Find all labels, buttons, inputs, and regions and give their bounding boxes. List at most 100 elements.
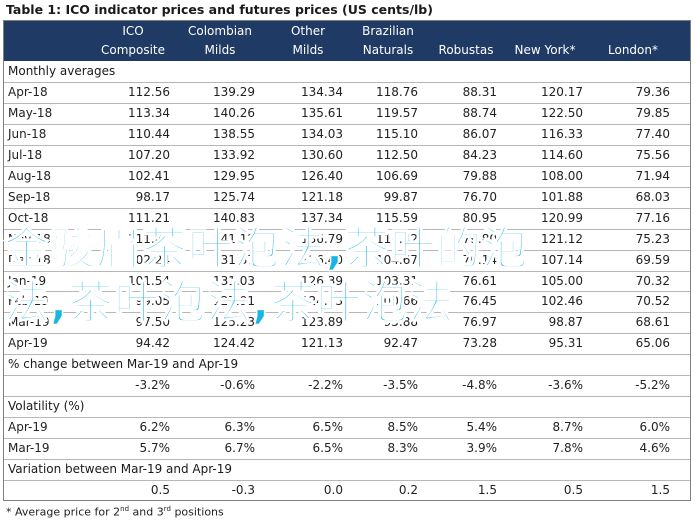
row-line bbox=[4, 144, 690, 146]
cell-value: 110.44 bbox=[128, 126, 170, 141]
cell-value: 102.41 bbox=[128, 168, 170, 183]
row-line bbox=[4, 102, 690, 104]
row-line bbox=[4, 228, 690, 230]
cell-value: -2.2% bbox=[308, 378, 343, 393]
cell-value: 123.89 bbox=[301, 315, 343, 330]
cell-value: 65.06 bbox=[635, 336, 670, 351]
cell-value: 102.46 bbox=[541, 294, 583, 309]
row-line bbox=[4, 123, 690, 125]
column-header: Colombian bbox=[188, 24, 252, 38]
cell-value: 135.61 bbox=[301, 105, 343, 120]
cell-value: 111.21 bbox=[128, 210, 170, 225]
cell-value: 118.76 bbox=[376, 84, 418, 99]
cell-value: 73.28 bbox=[462, 336, 497, 351]
cell-value: 99.05 bbox=[135, 294, 170, 309]
cell-value: 113.34 bbox=[128, 105, 170, 120]
cell-value: 88.74 bbox=[462, 105, 497, 120]
row-line bbox=[4, 459, 690, 461]
cell-value: 6.2% bbox=[139, 420, 171, 435]
cell-value: 126.40 bbox=[301, 252, 343, 267]
row-line bbox=[4, 207, 690, 209]
cell-value: 4.6% bbox=[639, 441, 671, 456]
column-header: Milds bbox=[204, 43, 236, 57]
cell-value: 6.0% bbox=[639, 420, 671, 435]
cell-value: 107.14 bbox=[541, 252, 583, 267]
section-title: Monthly averages bbox=[8, 64, 116, 78]
cell-value: 114.60 bbox=[541, 147, 583, 162]
cell-value: 8.7% bbox=[552, 420, 584, 435]
cell-value: 140.83 bbox=[213, 210, 255, 225]
cell-value: 105.00 bbox=[541, 273, 583, 288]
cell-value: 121.18 bbox=[301, 189, 343, 204]
cell-value: 124.42 bbox=[213, 336, 255, 351]
cell-value: 131.37 bbox=[213, 252, 255, 267]
cell-value: 126.39 bbox=[301, 273, 343, 288]
cell-value: 120.99 bbox=[541, 210, 583, 225]
cell-value: 0.5 bbox=[563, 483, 583, 497]
row-label: Nov-18 bbox=[8, 231, 51, 246]
cell-value: 129.95 bbox=[213, 168, 255, 183]
row-line bbox=[4, 81, 690, 83]
table-frame bbox=[3, 20, 691, 501]
row-label: Jun-18 bbox=[8, 126, 47, 141]
cell-value: 133.92 bbox=[213, 147, 255, 162]
row-label: Dec-18 bbox=[8, 252, 51, 267]
cell-value: -0.6% bbox=[220, 378, 255, 393]
cell-value: 138.55 bbox=[213, 126, 255, 141]
cell-value: 101.88 bbox=[541, 189, 583, 204]
cell-value: 0.5 bbox=[150, 483, 170, 497]
footnote-sup: rd bbox=[163, 505, 171, 513]
cell-value: 106.69 bbox=[376, 168, 418, 183]
cell-value: 98.17 bbox=[135, 189, 170, 204]
cell-value: 0.0 bbox=[323, 483, 343, 497]
cell-value: 99.87 bbox=[383, 189, 418, 204]
column-header: Milds bbox=[292, 43, 324, 57]
cell-value: -4.8% bbox=[462, 378, 497, 393]
row-label: Feb-19 bbox=[8, 294, 49, 309]
cell-value: 136.79 bbox=[301, 231, 343, 246]
column-header: Composite bbox=[100, 43, 166, 57]
column-header: New York* bbox=[514, 43, 576, 57]
cell-value: 75.56 bbox=[635, 147, 670, 162]
row-label: Mar-19 bbox=[8, 315, 50, 330]
cell-value: 88.31 bbox=[462, 84, 497, 99]
cell-value: 92.47 bbox=[383, 336, 418, 351]
cell-value: 71.94 bbox=[635, 168, 670, 183]
cell-value: 97.50 bbox=[135, 315, 170, 330]
cell-value: 127.91 bbox=[213, 294, 255, 309]
cell-value: -5.2% bbox=[635, 378, 670, 393]
cell-value: -3.2% bbox=[135, 378, 170, 393]
column-header: Naturals bbox=[362, 43, 414, 57]
cell-value: 76.70 bbox=[462, 189, 497, 204]
row-label: Apr-19 bbox=[8, 336, 48, 351]
row-line bbox=[4, 333, 690, 335]
column-header: Other bbox=[290, 24, 326, 38]
cell-value: 79.36 bbox=[635, 84, 670, 99]
cell-value: 86.07 bbox=[462, 126, 497, 141]
row-label: Sep-18 bbox=[8, 189, 51, 204]
cell-value: 95.31 bbox=[548, 336, 583, 351]
cell-value: 76.14 bbox=[462, 252, 497, 267]
cell-value: -0.3 bbox=[231, 483, 255, 497]
row-label: May-18 bbox=[8, 105, 53, 120]
cell-value: 6.5% bbox=[312, 441, 344, 456]
section-title: Volatility (%) bbox=[8, 399, 85, 414]
cell-value: 125.23 bbox=[213, 315, 255, 330]
cell-value: 134.34 bbox=[301, 84, 343, 99]
cell-value: 8.3% bbox=[387, 441, 419, 456]
cell-value: -3.6% bbox=[548, 378, 583, 393]
cell-value: -3.5% bbox=[383, 378, 418, 393]
cell-value: 104.67 bbox=[376, 252, 418, 267]
cell-value: 79.88 bbox=[462, 168, 497, 183]
cell-value: 8.5% bbox=[387, 420, 419, 435]
cell-value: 6.3% bbox=[224, 420, 256, 435]
cell-value: 112.56 bbox=[128, 84, 170, 99]
cell-value: 116.33 bbox=[541, 126, 583, 141]
cell-value: 79.80 bbox=[462, 231, 497, 246]
cell-value: 111.64 bbox=[128, 231, 170, 246]
column-header: Brazilian bbox=[362, 24, 414, 38]
section-title: % change between Mar-19 and Apr-19 bbox=[8, 357, 239, 372]
row-line bbox=[4, 291, 690, 293]
row-line bbox=[4, 396, 690, 398]
